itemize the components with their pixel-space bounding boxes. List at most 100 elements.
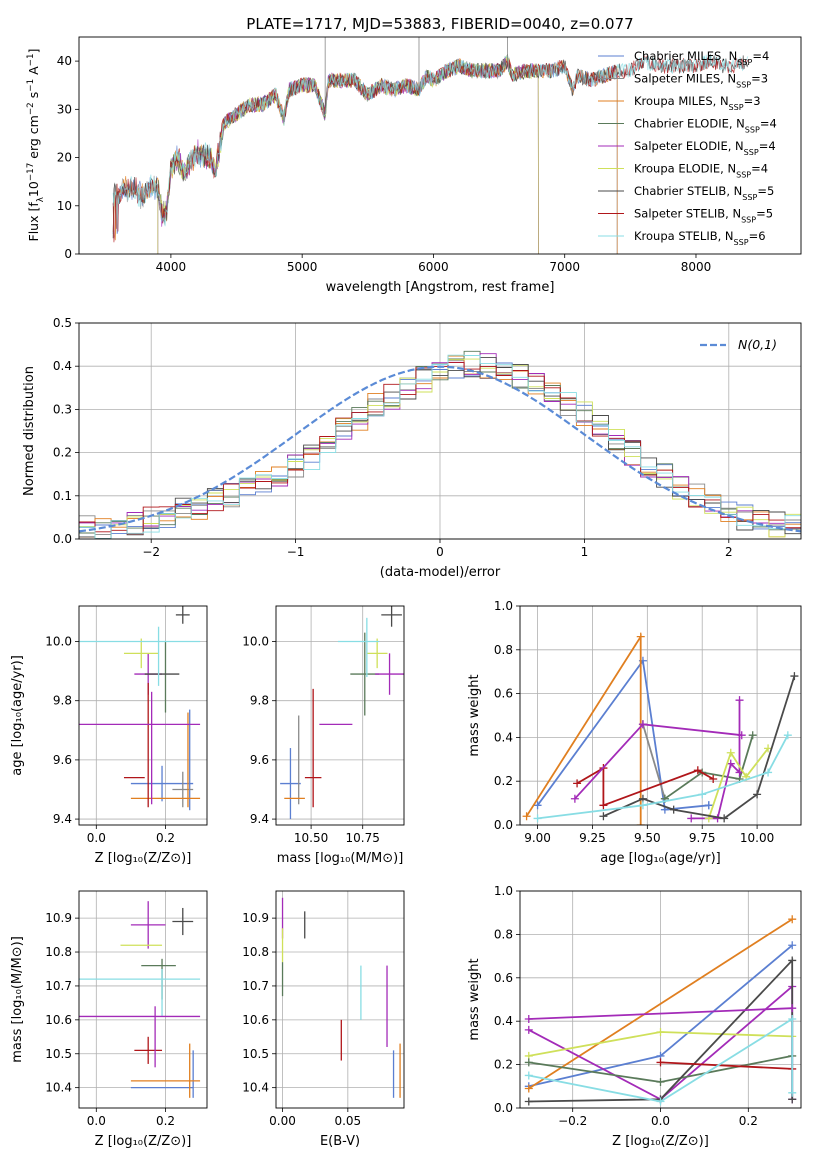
weight-vs-age-panel: 9.00 9.25 9.50 9.75 10.00 0.0 0.2 0.4 0.6 0.8 1.0 a… <box>467 599 802 866</box>
y-tick-label: 0.8 <box>494 643 513 657</box>
y-tick-label: 40 <box>57 54 72 68</box>
x-tick-label: 0.2 <box>156 1114 175 1128</box>
y-tick-label: 10 <box>57 199 72 213</box>
axes-frame <box>275 890 405 1109</box>
y-tick-label: 9.6 <box>250 753 269 767</box>
weight-marker <box>788 956 797 965</box>
weight-marker <box>570 794 579 803</box>
errorbar-point <box>280 748 301 820</box>
x-tick-label: 0 <box>436 545 444 559</box>
y-tick-label: 10.7 <box>242 979 269 993</box>
plot-area <box>79 350 801 539</box>
weight-marker <box>656 1028 665 1037</box>
errorbar-point <box>366 638 388 669</box>
legend-label: Chabrier MILES, NSSP​=4 <box>634 49 769 67</box>
x-tick-label: 9.25 <box>579 831 606 845</box>
weight-line <box>528 918 793 1090</box>
y-tick-label: 20 <box>57 151 72 165</box>
x-tick-label: 6000 <box>418 260 449 274</box>
weight-marker <box>788 915 797 924</box>
y-tick-label: 0.6 <box>494 687 513 701</box>
weight-line <box>642 724 666 799</box>
weight-marker <box>687 814 696 823</box>
axes-frame <box>78 605 208 826</box>
y-tick-label: 10.4 <box>242 1081 269 1095</box>
y-tick-label: 0.0 <box>494 818 513 832</box>
mass-vs-z-panel: 0.0 0.2 10.4 10.5 10.6 10.7 10.8 10.9 Z [log₁₀(Z… <box>10 890 208 1149</box>
x-tick-label: 2 <box>725 545 733 559</box>
weight-marker <box>522 812 531 821</box>
weight-marker <box>735 696 744 705</box>
x-tick-label: 5000 <box>287 260 318 274</box>
weight-line <box>528 1017 794 1103</box>
errorbar-point <box>123 638 159 669</box>
weight-marker <box>790 672 799 681</box>
y-tick-label: 10.4 <box>45 1081 72 1095</box>
y-axis-label: Normed distribution <box>22 366 37 496</box>
plot-area <box>79 606 201 811</box>
errorbar-point <box>130 765 194 802</box>
weight-marker <box>693 766 702 775</box>
y-tick-label: 0.0 <box>53 532 72 546</box>
x-tick-label: 0.05 <box>334 1114 361 1128</box>
x-axis-label: mass [log₁₀(M/M⊙)] <box>277 851 404 866</box>
weight-marker <box>524 1097 533 1106</box>
y-tick-label: 9.4 <box>250 812 269 826</box>
weight-marker <box>636 821 645 825</box>
weight-marker <box>788 941 797 950</box>
y-axis-label: age [log₁₀(age/yr)] <box>10 655 25 776</box>
weight-marker <box>599 812 608 821</box>
y-axis-label: mass weight <box>467 958 482 1040</box>
y-tick-label: 10.5 <box>45 1047 72 1061</box>
weight-marker <box>764 768 773 777</box>
y-tick-label: 10.7 <box>45 979 72 993</box>
chart-title: PLATE=1717, MJD=53883, FIBERID=0040, z=0… <box>246 15 633 33</box>
weight-line <box>664 734 754 800</box>
y-tick-label: 0.6 <box>494 971 513 985</box>
x-tick-label: 10.75 <box>346 831 380 845</box>
x-tick-label: 0.0 <box>651 1114 670 1128</box>
y-tick-label: 1.0 <box>494 884 513 898</box>
legend-label: N(0,1) <box>738 337 777 352</box>
weight-line <box>707 747 769 819</box>
spectrum-line <box>157 56 539 254</box>
y-tick-label: 10.5 <box>242 1047 269 1061</box>
y-tick-label: 0.3 <box>53 402 72 416</box>
weight-marker <box>669 805 678 814</box>
weight-marker <box>638 720 647 729</box>
errorbar-point <box>172 771 194 808</box>
x-tick-label: 10.50 <box>294 831 328 845</box>
y-tick-label: 10.9 <box>242 911 269 925</box>
y-tick-label: 0.8 <box>494 927 513 941</box>
x-tick-label: −2 <box>142 545 160 559</box>
legend-label: Kroupa STELIB, NSSP​=6 <box>634 229 766 247</box>
errorbar-point <box>130 901 166 949</box>
x-axis-label: age [log₁₀(age/yr)] <box>600 851 721 866</box>
y-axis-label: mass [log₁₀(M/M⊙)] <box>10 936 25 1063</box>
y-tick-label: 0.1 <box>53 489 72 503</box>
plot-area <box>79 901 201 1098</box>
weight-line <box>528 1007 793 1020</box>
errorbar-point <box>381 606 402 627</box>
weight-marker <box>788 1004 797 1013</box>
weight-marker <box>788 1015 797 1024</box>
weight-marker <box>524 1084 533 1093</box>
legend-label: Salpeter ELODIE, NSSP​=4 <box>634 139 776 157</box>
x-axis-label: E(B-V) <box>320 1134 360 1149</box>
plot-area <box>280 606 404 820</box>
errorbar-point <box>175 606 190 624</box>
x-tick-label: 9.75 <box>689 831 716 845</box>
weight-marker <box>748 731 757 740</box>
weight-marker <box>656 1097 665 1106</box>
weight-marker <box>726 759 735 768</box>
legend-label: Kroupa ELODIE, NSSP​=4 <box>634 162 768 180</box>
axes-frame <box>519 605 802 826</box>
axes-frame <box>275 605 405 826</box>
y-tick-label: 0 <box>64 247 72 261</box>
spectrum-panel: 4000 5000 6000 7000 8000 0 10 20 30 40 PLATE=1717,… <box>26 15 802 295</box>
y-tick-label: 0.4 <box>53 359 72 373</box>
weight-marker <box>599 801 608 810</box>
weight-marker <box>636 632 645 641</box>
spectrum-line <box>112 54 749 229</box>
